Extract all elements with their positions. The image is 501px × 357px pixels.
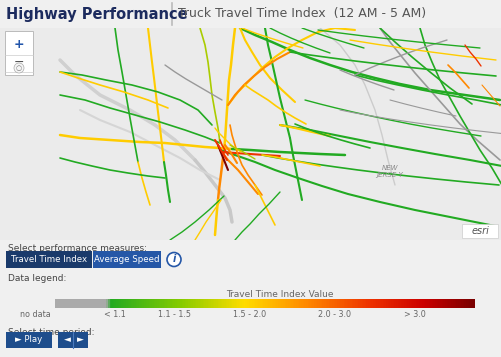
FancyBboxPatch shape xyxy=(461,224,497,238)
Text: Average Speed: Average Speed xyxy=(94,255,159,264)
Text: Travel Time Index: Travel Time Index xyxy=(11,255,87,264)
FancyBboxPatch shape xyxy=(58,332,88,348)
Circle shape xyxy=(14,63,24,73)
Text: > 3.0: > 3.0 xyxy=(403,310,425,319)
Text: Travel Time Index Value: Travel Time Index Value xyxy=(226,290,333,299)
Text: −: − xyxy=(14,55,24,69)
FancyBboxPatch shape xyxy=(93,251,161,268)
Text: ► Play: ► Play xyxy=(16,336,43,345)
Text: no data: no data xyxy=(20,310,50,319)
Circle shape xyxy=(167,252,181,266)
Text: 2.0 - 3.0: 2.0 - 3.0 xyxy=(318,310,351,319)
FancyBboxPatch shape xyxy=(5,31,33,75)
Text: Highway Performance: Highway Performance xyxy=(6,6,187,21)
Text: +: + xyxy=(14,37,24,50)
Text: ►: ► xyxy=(77,336,83,345)
Text: NEW
JERSE Y: NEW JERSE Y xyxy=(376,166,403,178)
Text: Select performance measures:: Select performance measures: xyxy=(8,244,147,253)
Text: < 1.1: < 1.1 xyxy=(104,310,126,319)
Text: Truck Travel Time Index  (12 AM - 5 AM): Truck Travel Time Index (12 AM - 5 AM) xyxy=(178,7,425,20)
Text: ○: ○ xyxy=(16,65,22,71)
Text: Data legend:: Data legend: xyxy=(8,274,66,283)
FancyBboxPatch shape xyxy=(6,251,92,268)
Text: Select time period:: Select time period: xyxy=(8,328,94,337)
Text: 1.1 - 1.5: 1.1 - 1.5 xyxy=(158,310,191,319)
Text: 1.5 - 2.0: 1.5 - 2.0 xyxy=(233,310,266,319)
Text: esri: esri xyxy=(470,226,488,236)
Text: i: i xyxy=(172,255,175,265)
Text: ◄: ◄ xyxy=(64,336,70,345)
FancyBboxPatch shape xyxy=(6,332,52,348)
